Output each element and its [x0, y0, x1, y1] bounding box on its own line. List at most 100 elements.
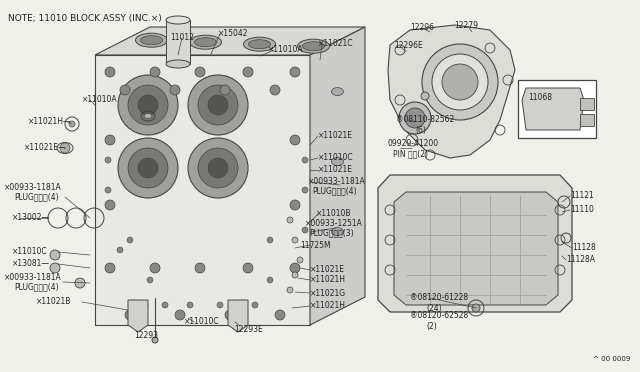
Bar: [580, 98, 594, 110]
Circle shape: [243, 67, 253, 77]
Text: ®08120-62528: ®08120-62528: [410, 311, 468, 321]
Circle shape: [432, 54, 488, 110]
Text: ×00933-1181A: ×00933-1181A: [308, 177, 365, 186]
Ellipse shape: [141, 36, 163, 45]
Circle shape: [297, 257, 303, 263]
Circle shape: [399, 102, 431, 134]
Text: 09929-41200: 09929-41200: [388, 140, 439, 148]
Circle shape: [50, 263, 60, 273]
Text: (2): (2): [426, 321, 436, 330]
Circle shape: [243, 263, 253, 273]
Text: ×11010C: ×11010C: [12, 247, 47, 257]
Circle shape: [290, 200, 300, 210]
Circle shape: [302, 157, 308, 163]
Text: ×11021B: ×11021B: [36, 298, 72, 307]
Circle shape: [50, 250, 60, 260]
Text: ×11010A: ×11010A: [268, 45, 303, 55]
Circle shape: [147, 277, 153, 283]
Circle shape: [252, 302, 258, 308]
Circle shape: [225, 310, 235, 320]
Ellipse shape: [332, 228, 344, 235]
Bar: [580, 114, 594, 126]
Circle shape: [472, 304, 480, 312]
Circle shape: [302, 227, 308, 233]
Circle shape: [142, 302, 148, 308]
Polygon shape: [128, 300, 148, 332]
Polygon shape: [394, 192, 558, 305]
Circle shape: [442, 64, 478, 100]
Ellipse shape: [166, 60, 190, 68]
Text: 12279: 12279: [454, 22, 478, 31]
Text: 12296: 12296: [410, 23, 434, 32]
Circle shape: [118, 75, 178, 135]
Text: PLUGプラグ(3): PLUGプラグ(3): [309, 228, 354, 237]
Text: ×11021G: ×11021G: [310, 289, 346, 298]
Circle shape: [150, 263, 160, 273]
Circle shape: [170, 85, 180, 95]
Bar: [166, 20, 190, 64]
Circle shape: [69, 121, 75, 127]
Circle shape: [128, 85, 168, 125]
Text: 12293: 12293: [134, 331, 158, 340]
Text: ®08120-61228: ®08120-61228: [410, 294, 468, 302]
Circle shape: [105, 200, 115, 210]
Text: ^ 00 0009: ^ 00 0009: [593, 356, 630, 362]
Circle shape: [118, 138, 178, 198]
Bar: [518, 80, 596, 138]
Circle shape: [270, 85, 280, 95]
Ellipse shape: [332, 158, 344, 166]
Text: ×00933-1181A: ×00933-1181A: [4, 183, 61, 192]
Ellipse shape: [195, 38, 216, 47]
Text: 11110: 11110: [570, 205, 594, 215]
Circle shape: [287, 287, 293, 293]
Text: NOTE; 11010 BLOCK ASSY (INC.×): NOTE; 11010 BLOCK ASSY (INC.×): [8, 14, 162, 23]
Text: 11012: 11012: [170, 33, 194, 42]
Text: 11121: 11121: [570, 192, 594, 201]
Circle shape: [302, 187, 308, 193]
Text: ×11021H: ×11021H: [310, 301, 346, 311]
Text: 11128A: 11128A: [566, 256, 595, 264]
Circle shape: [162, 302, 168, 308]
Text: (6): (6): [415, 125, 426, 135]
Circle shape: [138, 158, 158, 178]
Ellipse shape: [332, 87, 344, 96]
Polygon shape: [378, 175, 572, 312]
Circle shape: [421, 92, 429, 100]
Text: ×11021C: ×11021C: [318, 39, 353, 48]
Polygon shape: [95, 55, 310, 325]
Text: ×11021H: ×11021H: [310, 276, 346, 285]
Ellipse shape: [298, 39, 330, 53]
Text: ×11021H—: ×11021H—: [28, 118, 72, 126]
Text: ×11010C: ×11010C: [184, 317, 220, 327]
Text: 12296E: 12296E: [394, 42, 423, 51]
Circle shape: [105, 263, 115, 273]
Polygon shape: [95, 27, 365, 55]
Circle shape: [220, 85, 230, 95]
Circle shape: [267, 237, 273, 243]
Circle shape: [198, 85, 238, 125]
Polygon shape: [228, 300, 248, 332]
Circle shape: [195, 67, 205, 77]
Text: ×11010A: ×11010A: [82, 96, 118, 105]
Ellipse shape: [303, 42, 324, 51]
Circle shape: [187, 302, 193, 308]
Circle shape: [208, 95, 228, 115]
Circle shape: [138, 95, 158, 115]
Circle shape: [128, 148, 168, 188]
Circle shape: [290, 67, 300, 77]
Text: 12293E: 12293E: [234, 326, 263, 334]
Text: ×11021E: ×11021E: [318, 166, 353, 174]
Text: PLUGプラグ(4): PLUGプラグ(4): [14, 192, 59, 202]
Circle shape: [150, 67, 160, 77]
Text: 11068: 11068: [528, 93, 552, 103]
Ellipse shape: [136, 33, 168, 47]
Circle shape: [105, 135, 115, 145]
Text: PIN ビン(2): PIN ビン(2): [393, 150, 428, 158]
Circle shape: [267, 277, 273, 283]
Ellipse shape: [166, 16, 190, 24]
Polygon shape: [310, 27, 365, 325]
Text: ×11010C: ×11010C: [318, 154, 354, 163]
Ellipse shape: [189, 35, 221, 49]
Circle shape: [290, 263, 300, 273]
Circle shape: [198, 148, 238, 188]
